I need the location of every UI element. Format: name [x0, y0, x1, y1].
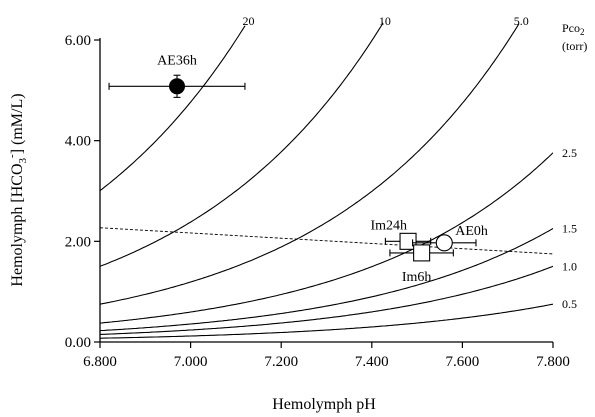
pco2-header-main: Pco	[562, 21, 580, 35]
point-Im6h: Im6h	[389, 244, 454, 285]
axes: 6.800 7.000 7.200 7.400 7.600 7.800 0.00 2.00 4.…	[65, 33, 570, 370]
buffer-line-group	[99, 227, 554, 255]
isopleth-6	[100, 303, 553, 339]
buffer-line	[99, 227, 554, 255]
point-label-Im24h: Im24h	[370, 218, 407, 233]
x-tick-label-4: 7.600	[446, 354, 480, 370]
y-axis-title-tail: ] (mM/L)	[9, 93, 26, 154]
y-tick-label-2: 4.00	[65, 134, 91, 150]
isopleth-label-2: 5.0	[514, 14, 529, 28]
y-axis-title: Hemolymph [HCO3-] (mM/L)	[6, 93, 29, 286]
point-AE0h: AE0h	[412, 224, 488, 252]
pco2-unit: (torr)	[562, 39, 587, 53]
x-tick-label-2: 7.200	[264, 354, 298, 370]
y-tick-label-1: 2.00	[65, 234, 91, 250]
marker-AE36h	[169, 78, 186, 95]
x-tick-label-0: 6.800	[83, 354, 117, 370]
y-tick-label-3: 6.00	[65, 33, 91, 49]
marker-Im6h	[413, 244, 431, 262]
x-axis-title: Hemolymph pH	[272, 396, 376, 413]
isopleth-label-6: 0.5	[562, 297, 577, 311]
pco2-header-sub: 2	[580, 27, 585, 37]
isopleth-2	[100, 23, 520, 305]
isopleth-label-0: 20	[242, 14, 254, 28]
point-label-AE36h: AE36h	[157, 53, 197, 68]
point-label-Im6h: Im6h	[402, 270, 432, 285]
marker-AE0h	[435, 234, 453, 252]
isopleth-4	[100, 228, 553, 332]
x-tick-label-1: 7.000	[174, 354, 208, 370]
point-AE36h: AE36h	[108, 53, 246, 98]
data-points: AE36h Im24h Im6h AE0h	[108, 53, 488, 285]
isopleth-1	[100, 22, 384, 267]
isopleth-curves	[100, 22, 553, 339]
isopleth-label-5: 1.0	[562, 259, 577, 273]
isopleth-5	[100, 265, 553, 335]
isopleth-0	[100, 25, 246, 192]
isopleth-labels: 20 10 5.0 2.5 1.5 1.0 0.5	[242, 14, 577, 311]
x-tick-label-3: 7.400	[355, 354, 389, 370]
pco2-header: Pco2	[562, 21, 585, 37]
x-tick-label-5: 7.800	[536, 354, 570, 370]
isopleth-label-3: 2.5	[562, 146, 577, 160]
y-axis-title-sub: 3	[17, 157, 29, 163]
isopleth-label-4: 1.5	[562, 221, 577, 235]
y-tick-label-0: 0.00	[65, 335, 91, 351]
y-axis-title-main: Hemolymph [HCO	[9, 163, 26, 286]
point-label-AE0h: AE0h	[455, 224, 488, 239]
isopleth-label-1: 10	[379, 14, 391, 28]
isopleth-3	[100, 152, 553, 324]
y-axis-title-sup: -	[6, 154, 18, 158]
